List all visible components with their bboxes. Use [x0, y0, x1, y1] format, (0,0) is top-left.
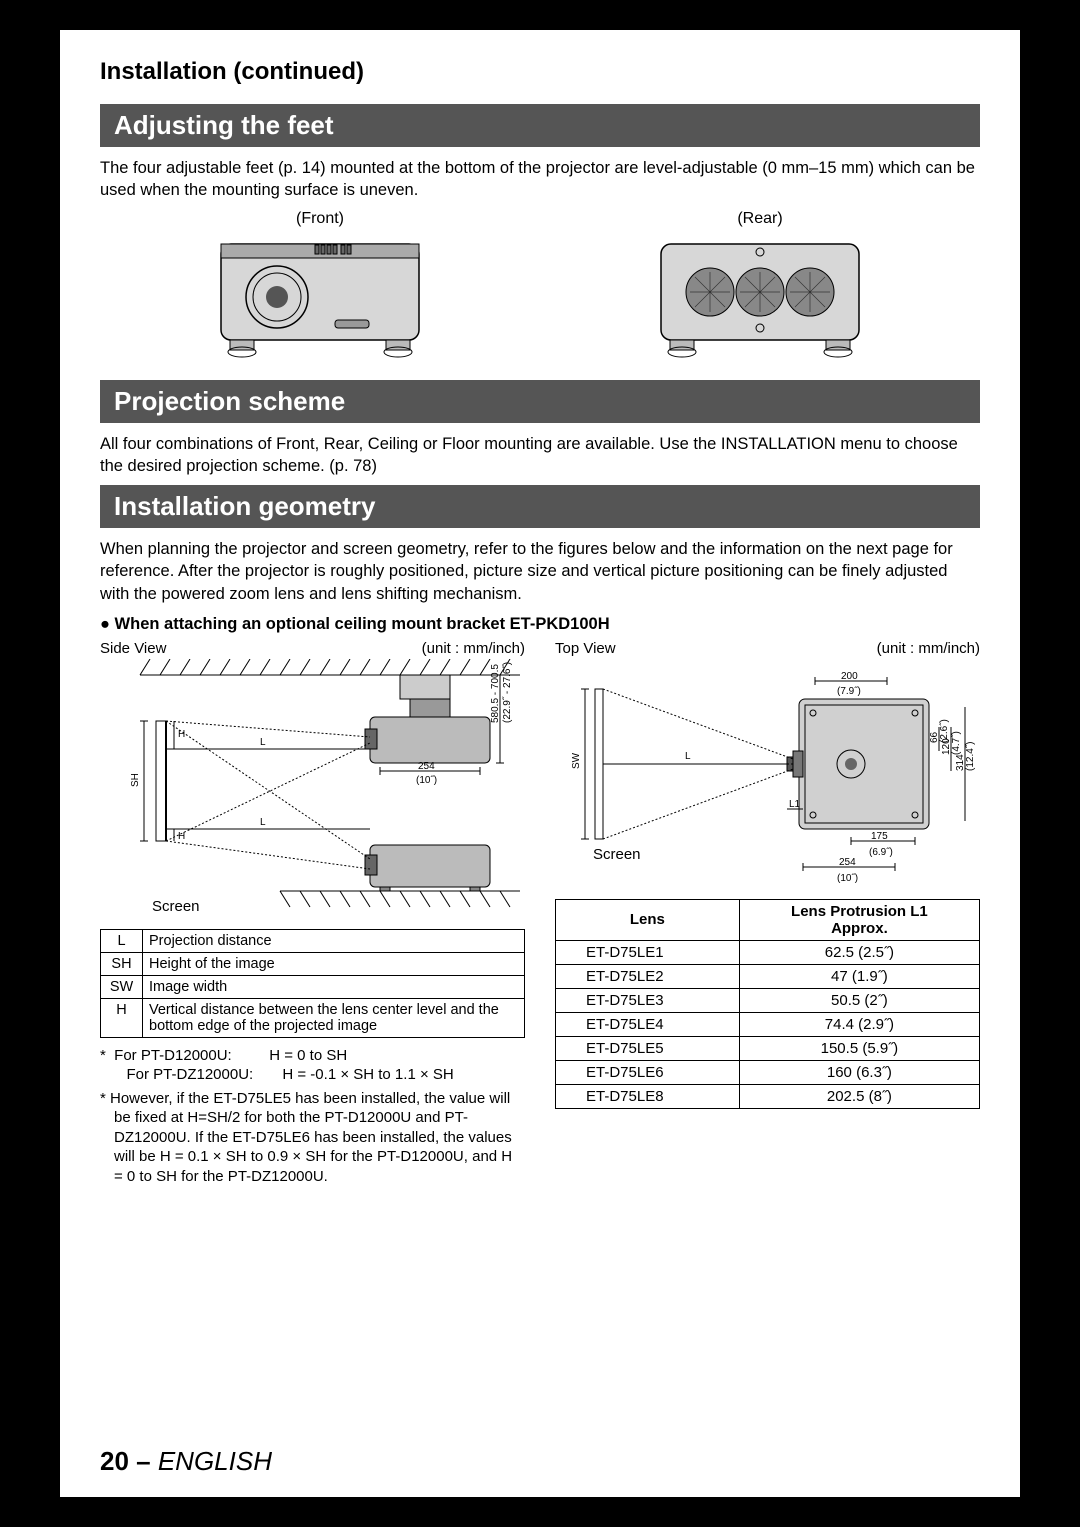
- section-header: Installation (continued): [100, 58, 980, 86]
- lens-name: ET-D75LE4: [556, 1012, 740, 1036]
- side-view-header: Side View (unit : mm/inch): [100, 640, 525, 657]
- table-row: HVertical distance between the lens cent…: [101, 998, 525, 1037]
- svg-text:(4.7˝): (4.7˝): [950, 731, 962, 755]
- page-footer: 20 – ENGLISH: [100, 1446, 272, 1477]
- scheme-text: All four combinations of Front, Rear, Ce…: [100, 433, 980, 478]
- table-row: ET-D75LE6160 (6.3˝): [556, 1060, 980, 1084]
- table-row: ET-D75LE247 (1.9˝): [556, 964, 980, 988]
- heading-scheme: Projection scheme: [100, 380, 980, 423]
- legend-key: H: [101, 998, 143, 1037]
- side-view-unit: (unit : mm/inch): [422, 640, 525, 657]
- legend-val: Height of the image: [143, 952, 525, 975]
- footer-dash: –: [129, 1446, 158, 1476]
- page-number: 20: [100, 1446, 129, 1476]
- svg-text:(10˝): (10˝): [837, 872, 858, 884]
- projector-rear-icon: [655, 232, 865, 362]
- lens-name: ET-D75LE6: [556, 1060, 740, 1084]
- svg-text:SH: SH: [130, 773, 141, 787]
- side-view-title: Side View: [100, 640, 166, 657]
- top-view-col: Top View (unit : mm/inch): [555, 640, 980, 1187]
- table-row: ET-D75LE350.5 (2˝): [556, 988, 980, 1012]
- lens-name: ET-D75LE1: [556, 940, 740, 964]
- side-view-col: Side View (unit : mm/inch): [100, 640, 525, 1187]
- svg-text:H: H: [178, 831, 185, 842]
- feet-diagram-row: (Front) (Rear): [100, 210, 980, 362]
- lens-value: 160 (6.3˝): [739, 1060, 979, 1084]
- lens-value: 62.5 (2.5˝): [739, 940, 979, 964]
- lens-col-2: Lens Protrusion L1 Approx.: [739, 899, 979, 940]
- legend-key: L: [101, 929, 143, 952]
- lens-value: 47 (1.9˝): [739, 964, 979, 988]
- svg-text:254: 254: [418, 761, 435, 772]
- table-row: SWImage width: [101, 975, 525, 998]
- rear-view-col: (Rear): [655, 210, 865, 362]
- table-row: ET-D75LE474.4 (2.9˝): [556, 1012, 980, 1036]
- legend-val: Projection distance: [143, 929, 525, 952]
- lens-name: ET-D75LE5: [556, 1036, 740, 1060]
- svg-text:(6.9˝): (6.9˝): [869, 846, 893, 858]
- projector-front-icon: [215, 232, 425, 362]
- front-view-col: (Front): [215, 210, 425, 362]
- table-row: LProjection distance: [101, 929, 525, 952]
- lens-table: Lens Lens Protrusion L1 Approx. ET-D75LE…: [555, 899, 980, 1109]
- note-2: * However, if the ET-D75LE5 has been ins…: [100, 1089, 525, 1187]
- page: Installation (continued) Adjusting the f…: [60, 30, 1020, 1497]
- legend-key: SW: [101, 975, 143, 998]
- legend-key: SH: [101, 952, 143, 975]
- rear-label: (Rear): [737, 210, 782, 228]
- legend-table: LProjection distanceSHHeight of the imag…: [100, 929, 525, 1038]
- svg-text:L: L: [685, 751, 691, 762]
- svg-text:580.5 - 700.5: 580.5 - 700.5: [490, 663, 501, 722]
- lens-name: ET-D75LE3: [556, 988, 740, 1012]
- geometry-text: When planning the projector and screen g…: [100, 538, 980, 605]
- svg-text:200: 200: [841, 671, 858, 682]
- subheading: ● When attaching an optional ceiling mou…: [100, 615, 980, 634]
- lens-value: 202.5 (8˝): [739, 1084, 979, 1108]
- heading-feet: Adjusting the feet: [100, 104, 980, 147]
- heading-geometry: Installation geometry: [100, 485, 980, 528]
- svg-text:(7.9˝): (7.9˝): [837, 685, 861, 697]
- lens-name: ET-D75LE8: [556, 1084, 740, 1108]
- svg-text:L: L: [260, 817, 266, 828]
- svg-text:254: 254: [839, 857, 856, 868]
- note-1: * For PT-D12000U: H = 0 to SH For PT-DZ1…: [100, 1046, 525, 1085]
- top-view-title: Top View: [555, 640, 616, 657]
- svg-text:(10˝): (10˝): [416, 774, 437, 786]
- svg-text:SW: SW: [571, 752, 582, 769]
- table-row: ET-D75LE5150.5 (5.9˝): [556, 1036, 980, 1060]
- side-view-diagram: SH H H L L 254 (10˝) 580.5 - 700.5 (22.9…: [100, 659, 520, 919]
- svg-text:L1: L1: [789, 799, 801, 810]
- svg-text:(12.4˝): (12.4˝): [964, 741, 975, 770]
- footer-lang: ENGLISH: [158, 1446, 272, 1476]
- svg-text:H: H: [178, 729, 185, 740]
- svg-text:Screen: Screen: [593, 846, 641, 863]
- svg-text:175: 175: [871, 831, 888, 842]
- lens-value: 50.5 (2˝): [739, 988, 979, 1012]
- feet-text: The four adjustable feet (p. 14) mounted…: [100, 157, 980, 202]
- table-row: SHHeight of the image: [101, 952, 525, 975]
- table-row: ET-D75LE8202.5 (8˝): [556, 1084, 980, 1108]
- top-view-header: Top View (unit : mm/inch): [555, 640, 980, 657]
- lens-value: 74.4 (2.9˝): [739, 1012, 979, 1036]
- legend-val: Vertical distance between the lens cente…: [143, 998, 525, 1037]
- diagrams-row: Side View (unit : mm/inch): [100, 640, 980, 1187]
- svg-text:Screen: Screen: [152, 898, 200, 915]
- legend-val: Image width: [143, 975, 525, 998]
- lens-value: 150.5 (5.9˝): [739, 1036, 979, 1060]
- svg-text:(22.9˝ - 27.6˝): (22.9˝ - 27.6˝): [501, 662, 513, 723]
- front-label: (Front): [296, 210, 344, 228]
- table-row: ET-D75LE162.5 (2.5˝): [556, 940, 980, 964]
- lens-col-1: Lens: [556, 899, 740, 940]
- svg-text:L: L: [260, 737, 266, 748]
- lens-name: ET-D75LE2: [556, 964, 740, 988]
- top-view-diagram: SW L 200 (7.9˝) L1 175 (6.9˝) 254 (10˝) …: [555, 659, 975, 889]
- top-view-unit: (unit : mm/inch): [877, 640, 980, 657]
